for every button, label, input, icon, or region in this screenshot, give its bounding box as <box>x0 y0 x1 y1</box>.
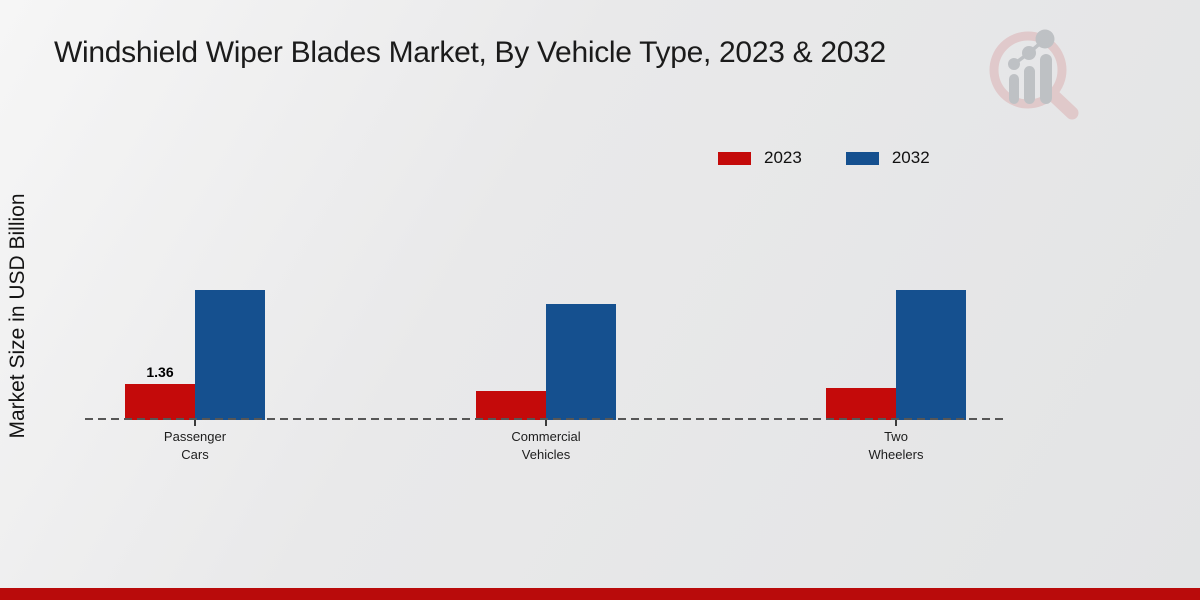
bar-2032-passenger-cars <box>195 290 265 420</box>
legend-item-2032: 2032 <box>845 148 930 168</box>
x-tick-label-line: Passenger <box>163 429 227 444</box>
x-tick-label-line: Two <box>884 429 908 444</box>
bar-value-label: 1.36 <box>146 364 174 380</box>
magnifier-bar-chart-logo-icon <box>989 29 1079 120</box>
x-axis-tick <box>545 420 547 426</box>
x-axis-tick <box>194 420 196 426</box>
bar-2032-two-wheelers <box>896 290 966 420</box>
legend-swatch-icon <box>845 151 879 165</box>
x-tick-label-line: Cars <box>181 447 209 462</box>
logo-handle <box>1047 89 1079 120</box>
logo-bars <box>1009 54 1052 104</box>
logo-ring <box>989 31 1067 109</box>
x-tick-label-line: Commercial <box>511 429 581 444</box>
footer-accent-bar <box>0 588 1200 600</box>
x-axis-tick <box>895 420 897 426</box>
legend: 2023 2032 <box>718 148 930 168</box>
bar-2023-two-wheelers <box>826 388 896 420</box>
x-tick-label-line: Wheelers <box>868 447 924 462</box>
x-tick-label-two-wheelers: Two Wheelers <box>836 428 956 464</box>
legend-label: 2032 <box>891 148 930 167</box>
legend-label: 2023 <box>764 148 802 167</box>
x-tick-label-commercial-vehicles: Commercial Vehicles <box>486 428 606 464</box>
bar-2032-commercial-vehicles <box>546 304 616 420</box>
x-tick-label-line: Vehicles <box>521 447 571 462</box>
x-tick-label-passenger-cars: Passenger Cars <box>135 428 255 464</box>
legend-swatch-icon <box>718 151 751 165</box>
x-axis-baseline <box>85 418 1007 420</box>
bar-2023-commercial-vehicles <box>476 391 546 420</box>
chart-title: Windshield Wiper Blades Market, By Vehic… <box>54 36 886 69</box>
legend-item-2023: 2023 <box>718 148 802 168</box>
bar-2023-passenger-cars <box>125 384 195 420</box>
logo-trend-dots <box>1008 29 1055 70</box>
